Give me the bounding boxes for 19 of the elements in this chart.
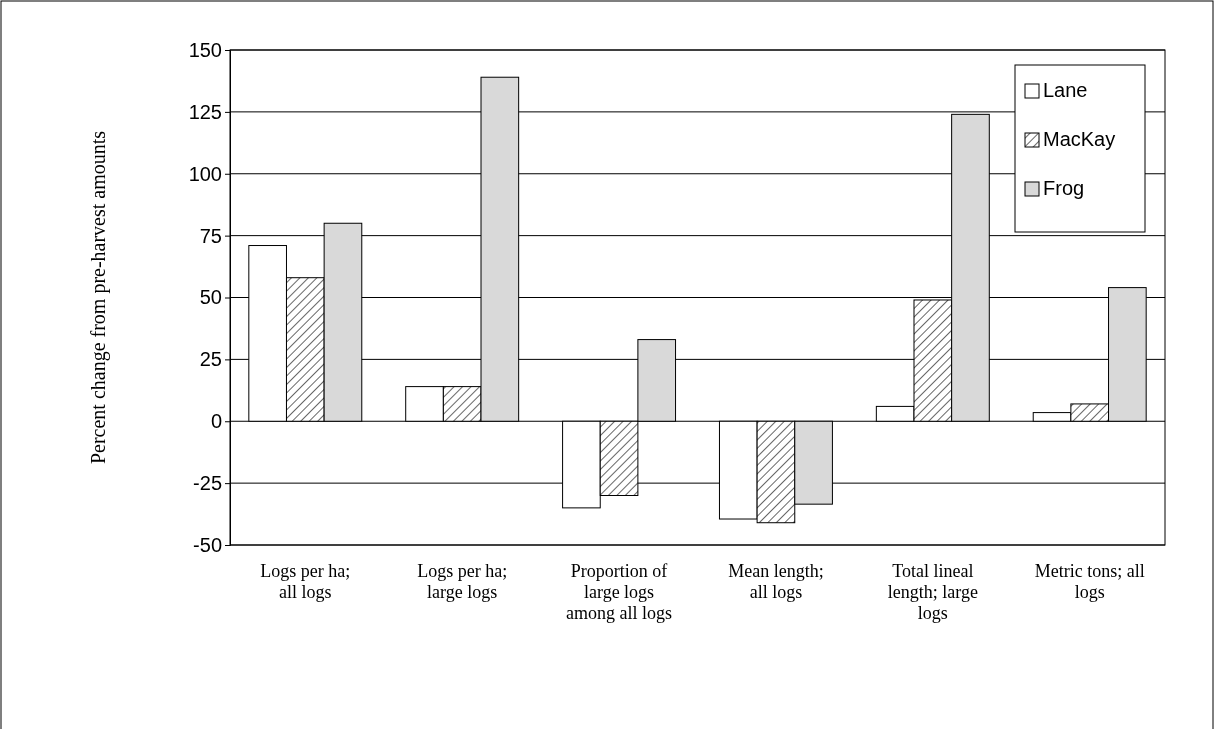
y-tick-label: 100 [188, 162, 222, 185]
x-tick-label: Proportion of large logs among all logs [566, 561, 673, 623]
y-tick-label: 150 [188, 38, 222, 61]
x-tick-label: Mean length; all logs [728, 561, 824, 602]
x-tick-label: Metric tons; all logs [1034, 561, 1145, 602]
x-tick-label: Logs per ha; large logs [417, 561, 508, 602]
y-tick-label: 50 [199, 286, 222, 309]
x-tick-label: Total lineal length; large logs [887, 561, 978, 623]
y-tick-label: 75 [199, 224, 222, 247]
y-axis-title: Percent change from pre-harvest amounts [87, 130, 110, 465]
legend-label: Frog [1043, 177, 1085, 199]
y-tick-label: -25 [193, 472, 222, 495]
legend-label: MacKay [1043, 128, 1116, 150]
y-tick-label: 125 [188, 100, 222, 123]
y-tick-label: 25 [199, 348, 222, 371]
legend-label: Lane [1043, 79, 1088, 101]
y-tick-label: -50 [193, 533, 222, 556]
x-tick-label: Logs per ha; all logs [260, 561, 351, 602]
y-tick-label: 0 [210, 410, 222, 433]
